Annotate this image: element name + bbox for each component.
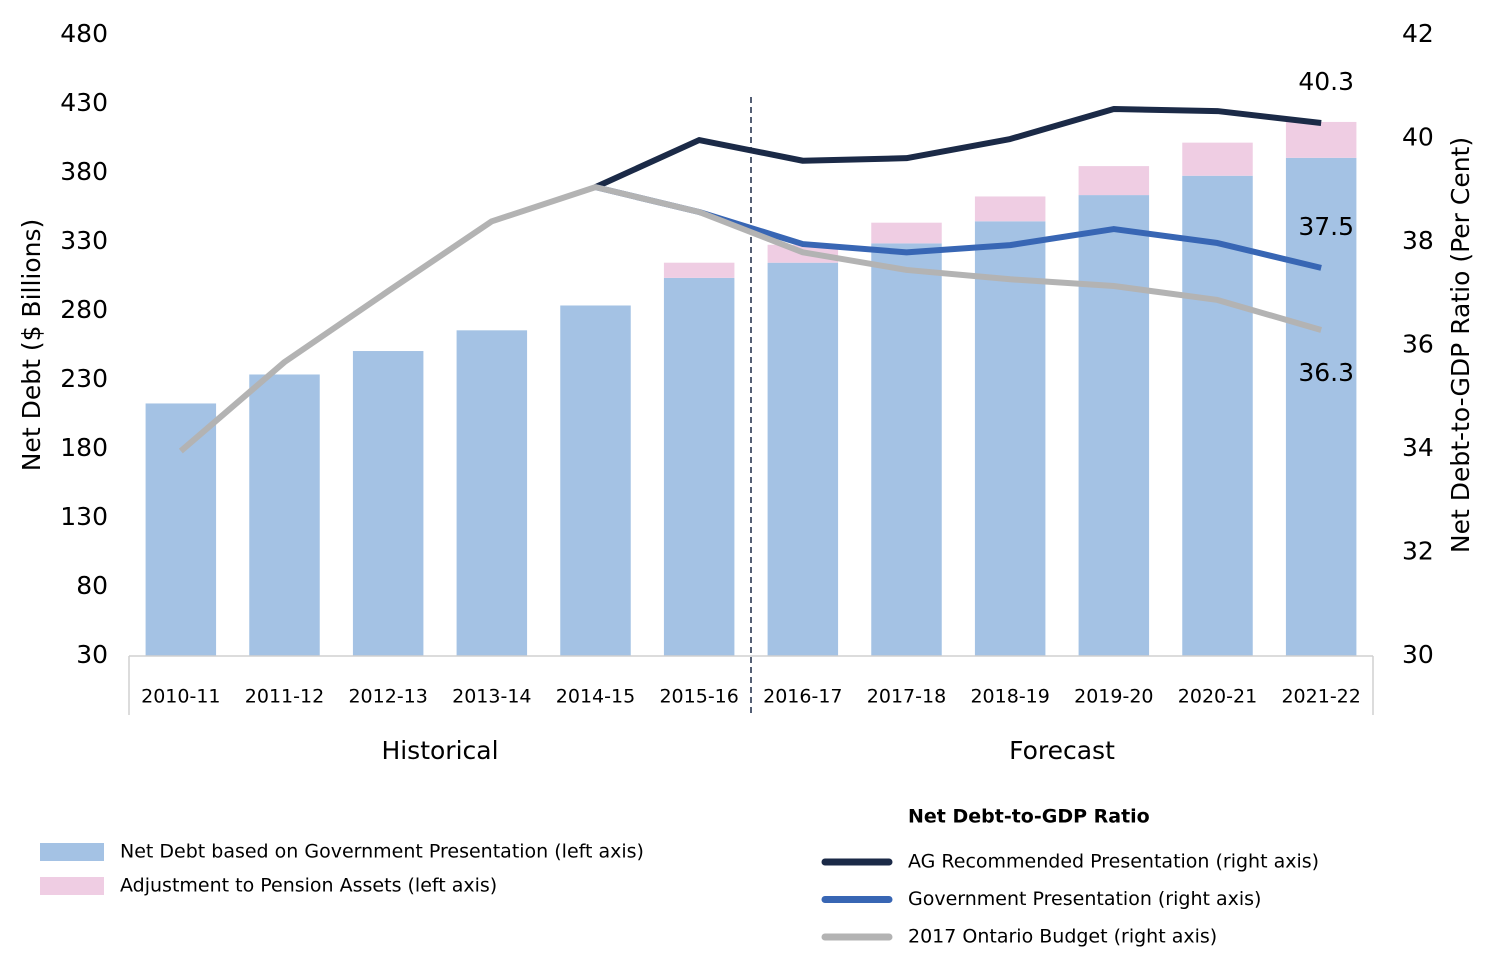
x-tick-label: 2020-21	[1178, 686, 1257, 708]
line	[594, 106, 1322, 190]
y-tick-label: 80	[76, 571, 108, 600]
x-tick-label: 2017-18	[867, 686, 946, 708]
bar	[974, 221, 1046, 657]
y2-axis-title: Net Debt-to-GDP Ratio (Per Cent)	[1446, 137, 1475, 553]
x-tick-label: 2010-11	[141, 686, 220, 708]
y-tick-label: 380	[60, 157, 108, 186]
legend-label: Net Debt based on Government Presentatio…	[120, 841, 644, 863]
x-tick-label: 2011-12	[245, 686, 324, 708]
bar	[663, 262, 735, 278]
y2-tick-label: 36	[1402, 330, 1434, 359]
legend-label: Adjustment to Pension Assets (left axis)	[120, 875, 497, 897]
y2-tick-label: 32	[1402, 537, 1434, 566]
bar	[456, 330, 528, 656]
y-tick-label: 280	[60, 295, 108, 324]
x-tick-label: 2018-19	[970, 686, 1049, 708]
bar	[249, 374, 320, 656]
x-tick-label: 2019-20	[1074, 686, 1153, 708]
bar	[871, 243, 942, 656]
legend-label: 2017 Ontario Budget (right axis)	[908, 926, 1217, 948]
legend-swatch	[40, 877, 104, 895]
x-tick-label: 2016-17	[763, 686, 842, 708]
y-tick-label: 430	[60, 88, 108, 117]
y-tick-label: 130	[60, 502, 108, 531]
data-label: 36.3	[1298, 358, 1354, 387]
category-group-label: Forecast	[1009, 736, 1115, 765]
y2-tick-label: 38	[1402, 226, 1434, 255]
bar	[871, 222, 942, 244]
line	[178, 184, 1323, 454]
x-tick-label: 2021-22	[1281, 686, 1360, 708]
bar	[767, 262, 839, 656]
bar	[560, 305, 631, 656]
legend-swatch	[40, 843, 104, 861]
legend-label: Government Presentation (right axis)	[908, 888, 1261, 910]
x-tick-label: 2014-15	[556, 686, 635, 708]
y-axis-title: Net Debt ($ Billions)	[17, 219, 46, 472]
bar	[663, 277, 735, 656]
bar	[1078, 195, 1150, 656]
y-tick-label: 230	[60, 364, 108, 393]
y2-tick-label: 40	[1402, 123, 1434, 152]
y-tick-label: 180	[60, 433, 108, 462]
data-label: 40.3	[1298, 67, 1354, 96]
bar	[1182, 175, 1253, 656]
y2-tick-label: 30	[1402, 640, 1434, 669]
bar	[1285, 121, 1357, 158]
y2-tick-label: 42	[1402, 19, 1434, 48]
bar	[974, 196, 1046, 222]
bar	[352, 351, 424, 656]
y-tick-label: 30	[76, 640, 108, 669]
y-tick-label: 330	[60, 226, 108, 255]
x-tick-label: 2012-13	[348, 686, 427, 708]
bar	[1285, 157, 1357, 656]
y-tick-label: 480	[60, 19, 108, 48]
bar	[1078, 166, 1150, 196]
x-tick-label: 2015-16	[659, 686, 738, 708]
x-tick-label: 2013-14	[452, 686, 531, 708]
legend-label: AG Recommended Presentation (right axis)	[908, 851, 1319, 873]
bar	[145, 403, 217, 656]
category-group-label: Historical	[381, 736, 498, 765]
y2-tick-label: 34	[1402, 433, 1434, 462]
legend-title: Net Debt-to-GDP Ratio	[908, 806, 1150, 828]
bar	[1182, 142, 1253, 176]
data-label: 37.5	[1298, 212, 1354, 241]
